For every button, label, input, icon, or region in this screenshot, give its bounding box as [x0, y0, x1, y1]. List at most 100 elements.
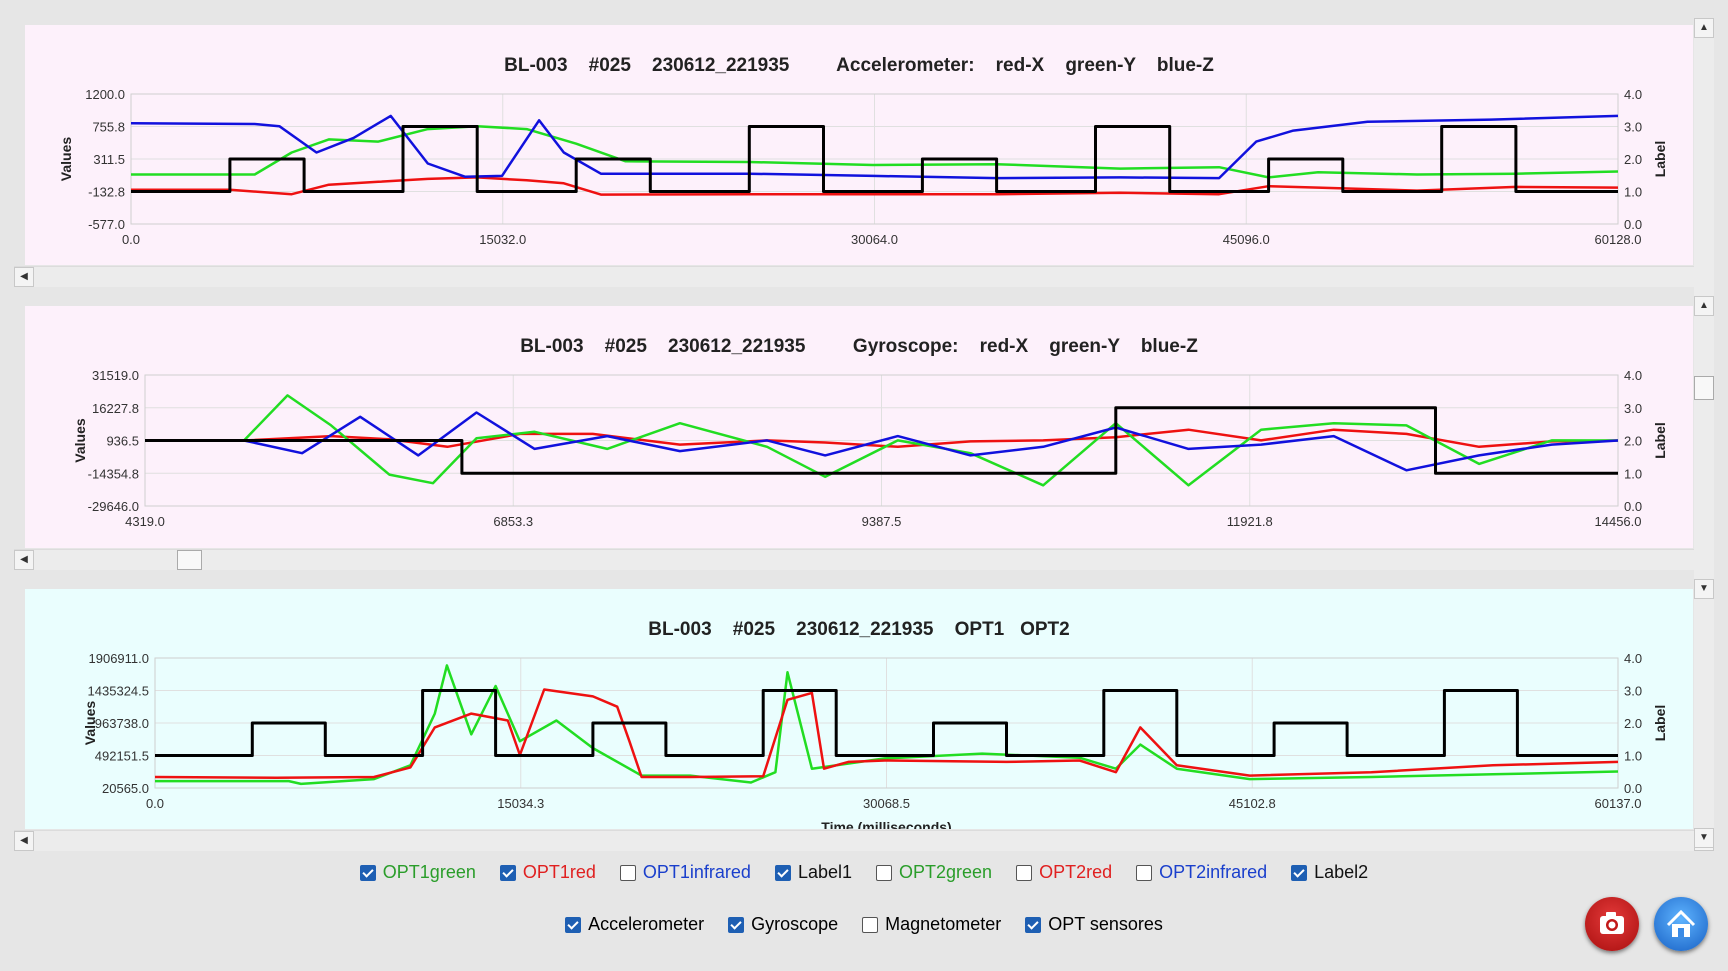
checkbox-opt2green[interactable]: OPT2green	[876, 862, 992, 883]
tick-label: 1435324.5	[88, 684, 149, 699]
scroll-up-button[interactable]: ▲	[1694, 18, 1714, 38]
home-icon	[1666, 909, 1696, 937]
checkbox-label1[interactable]: Label1	[774, 862, 852, 883]
scroll-up-button[interactable]: ▲	[1694, 296, 1714, 316]
chart-title: BL-003 #025 230612_221935 Accelerometer:…	[504, 55, 1214, 76]
tick-label: 45102.8	[1229, 796, 1276, 811]
checkbox-label: OPT1red	[522, 862, 596, 882]
checkbox-box[interactable]	[619, 864, 636, 881]
tick-label: 0.0	[1624, 781, 1642, 796]
checkbox-opt2infrared[interactable]: OPT2infrared	[1136, 862, 1267, 883]
checkbox-box[interactable]	[1136, 864, 1153, 881]
tick-label: 31519.0	[92, 368, 139, 383]
accelerometer-chart: 1200.0 755.8 311.5 -132.8 -577.0 4.0 3.0 2.0 1.0…	[58, 87, 1668, 247]
x-axis-label: Time (milliseconds)	[821, 819, 951, 829]
label-series-line	[131, 125, 1618, 193]
chart-title: BL-003 #025 230612_221935 Gyroscope: red…	[520, 336, 1198, 357]
scroll-thumb[interactable]	[177, 550, 202, 570]
tick-label: 30068.5	[863, 796, 910, 811]
gyroscope-hscrollbar[interactable]: ◀ ▶	[14, 549, 1714, 570]
accelerometer-hscrollbar[interactable]: ◀ ▶	[14, 266, 1714, 287]
checkbox-label2[interactable]: Label2	[1291, 862, 1368, 883]
checkbox-box[interactable]	[728, 916, 745, 933]
tick-label: 0.0	[122, 232, 140, 247]
checkbox-box[interactable]	[1025, 916, 1042, 933]
tick-label: 963738.0	[95, 716, 149, 731]
checkbox-label: Magnetometer	[885, 914, 1002, 934]
tick-label: -29646.0	[88, 499, 139, 514]
tick-label: 311.5	[93, 152, 125, 167]
y-axis-label: Values	[58, 137, 74, 182]
checkbox-label: Gyroscope	[751, 914, 839, 934]
tick-label: 11921.8	[1227, 514, 1273, 529]
green-y-series-line	[131, 124, 1619, 179]
tick-label: 4.0	[1624, 651, 1642, 666]
checkbox-label: Label1	[797, 862, 852, 882]
screenshot-button[interactable]	[1585, 897, 1639, 951]
tick-label: 4.0	[1624, 87, 1642, 102]
tick-label: 30064.0	[851, 232, 898, 247]
y-axis-label: Values	[72, 418, 88, 463]
checkbox-box[interactable]	[1291, 864, 1308, 881]
y-axis-label: Values	[82, 701, 98, 746]
checkbox-box[interactable]	[876, 864, 892, 881]
tick-label: 3.0	[1624, 120, 1642, 135]
checkbox-box[interactable]	[862, 916, 879, 933]
checkbox-magnetometer[interactable]: Magnetometer	[862, 914, 1001, 935]
checkbox-box[interactable]	[499, 864, 516, 881]
camera-icon	[1600, 912, 1624, 934]
tick-label: 1200.0	[85, 87, 125, 102]
sensor-checkbox-row: Accelerometer Gyroscope Magnetometer OPT se…	[0, 914, 1728, 938]
gyroscope-panel: BL-003 #025 230612_221935 Gyroscope: red…	[25, 306, 1693, 548]
opt-sensors-panel: BL-003 #025 230612_221935 OPT1 OPT2 1906…	[25, 589, 1693, 829]
checkbox-box[interactable]	[1016, 864, 1033, 881]
opt-hscrollbar[interactable]: ◀ ▶	[14, 830, 1714, 851]
checkbox-accelerometer[interactable]: Accelerometer	[565, 914, 704, 935]
tick-label: 936.5	[106, 434, 139, 449]
tick-label: 1.0	[1624, 185, 1642, 200]
tick-label: 60128.0	[1595, 232, 1642, 247]
scroll-down-button[interactable]: ▼	[1694, 828, 1714, 848]
home-button[interactable]	[1654, 897, 1708, 951]
red-x-series-line	[131, 176, 1619, 196]
checkbox-opt1infrared[interactable]: OPT1infrared	[619, 862, 751, 883]
scroll-left-button[interactable]: ◀	[14, 267, 34, 287]
chart-title: BL-003 #025 230612_221935 OPT1 OPT2	[648, 619, 1070, 640]
checkbox-opt2red[interactable]: OPT2red	[1016, 862, 1112, 883]
checkbox-box[interactable]	[565, 916, 582, 933]
blue-z-series-line	[145, 411, 1619, 472]
checkbox-label: OPT2infrared	[1159, 862, 1268, 882]
main-vscrollbar[interactable]: ▲ ▲ ▼ ▼	[1694, 18, 1714, 848]
tick-label: 14456.0	[1595, 514, 1642, 529]
tick-label: 20565.0	[102, 781, 149, 796]
opt1red-series-line	[154, 688, 1619, 779]
checkbox-label: OPT sensores	[1048, 914, 1163, 934]
tick-label: 1.0	[1624, 749, 1642, 764]
plot-frame	[130, 93, 1619, 225]
tick-label: 1.0	[1624, 466, 1642, 481]
green-y-series-line	[145, 394, 1619, 487]
tick-label: 16227.8	[92, 401, 139, 416]
y2-axis-label: Label	[1652, 141, 1668, 178]
tick-label: 2.0	[1624, 152, 1642, 167]
tick-label: 4.0	[1624, 368, 1642, 383]
blue-z-series-line	[130, 114, 1619, 180]
checkbox-box[interactable]	[774, 864, 791, 881]
checkbox-opt1red[interactable]: OPT1red	[499, 862, 596, 883]
scroll-left-button[interactable]: ◀	[14, 831, 34, 851]
checkbox-label: OPT2green	[899, 862, 993, 882]
tick-label: 60137.0	[1595, 796, 1642, 811]
tick-label: 0.0	[1624, 499, 1642, 514]
tick-label: -14354.8	[88, 466, 139, 481]
opt-sensors-chart: 1906911.0 1435324.5 963738.0 492151.5 20565.…	[82, 651, 1668, 829]
checkbox-gyroscope[interactable]: Gyroscope	[728, 914, 838, 935]
checkbox-opt1green[interactable]: OPT1green	[359, 862, 476, 883]
checkbox-box[interactable]	[359, 864, 376, 881]
checkbox-label: Accelerometer	[588, 914, 705, 934]
checkbox-label: Label2	[1314, 862, 1369, 882]
tick-label: 1906911.0	[89, 651, 150, 666]
checkbox-opt-sensores[interactable]: OPT sensores	[1025, 914, 1163, 935]
scroll-left-button[interactable]: ◀	[14, 550, 34, 570]
scroll-thumb[interactable]	[1694, 376, 1714, 400]
scroll-down-button[interactable]: ▼	[1694, 579, 1714, 599]
